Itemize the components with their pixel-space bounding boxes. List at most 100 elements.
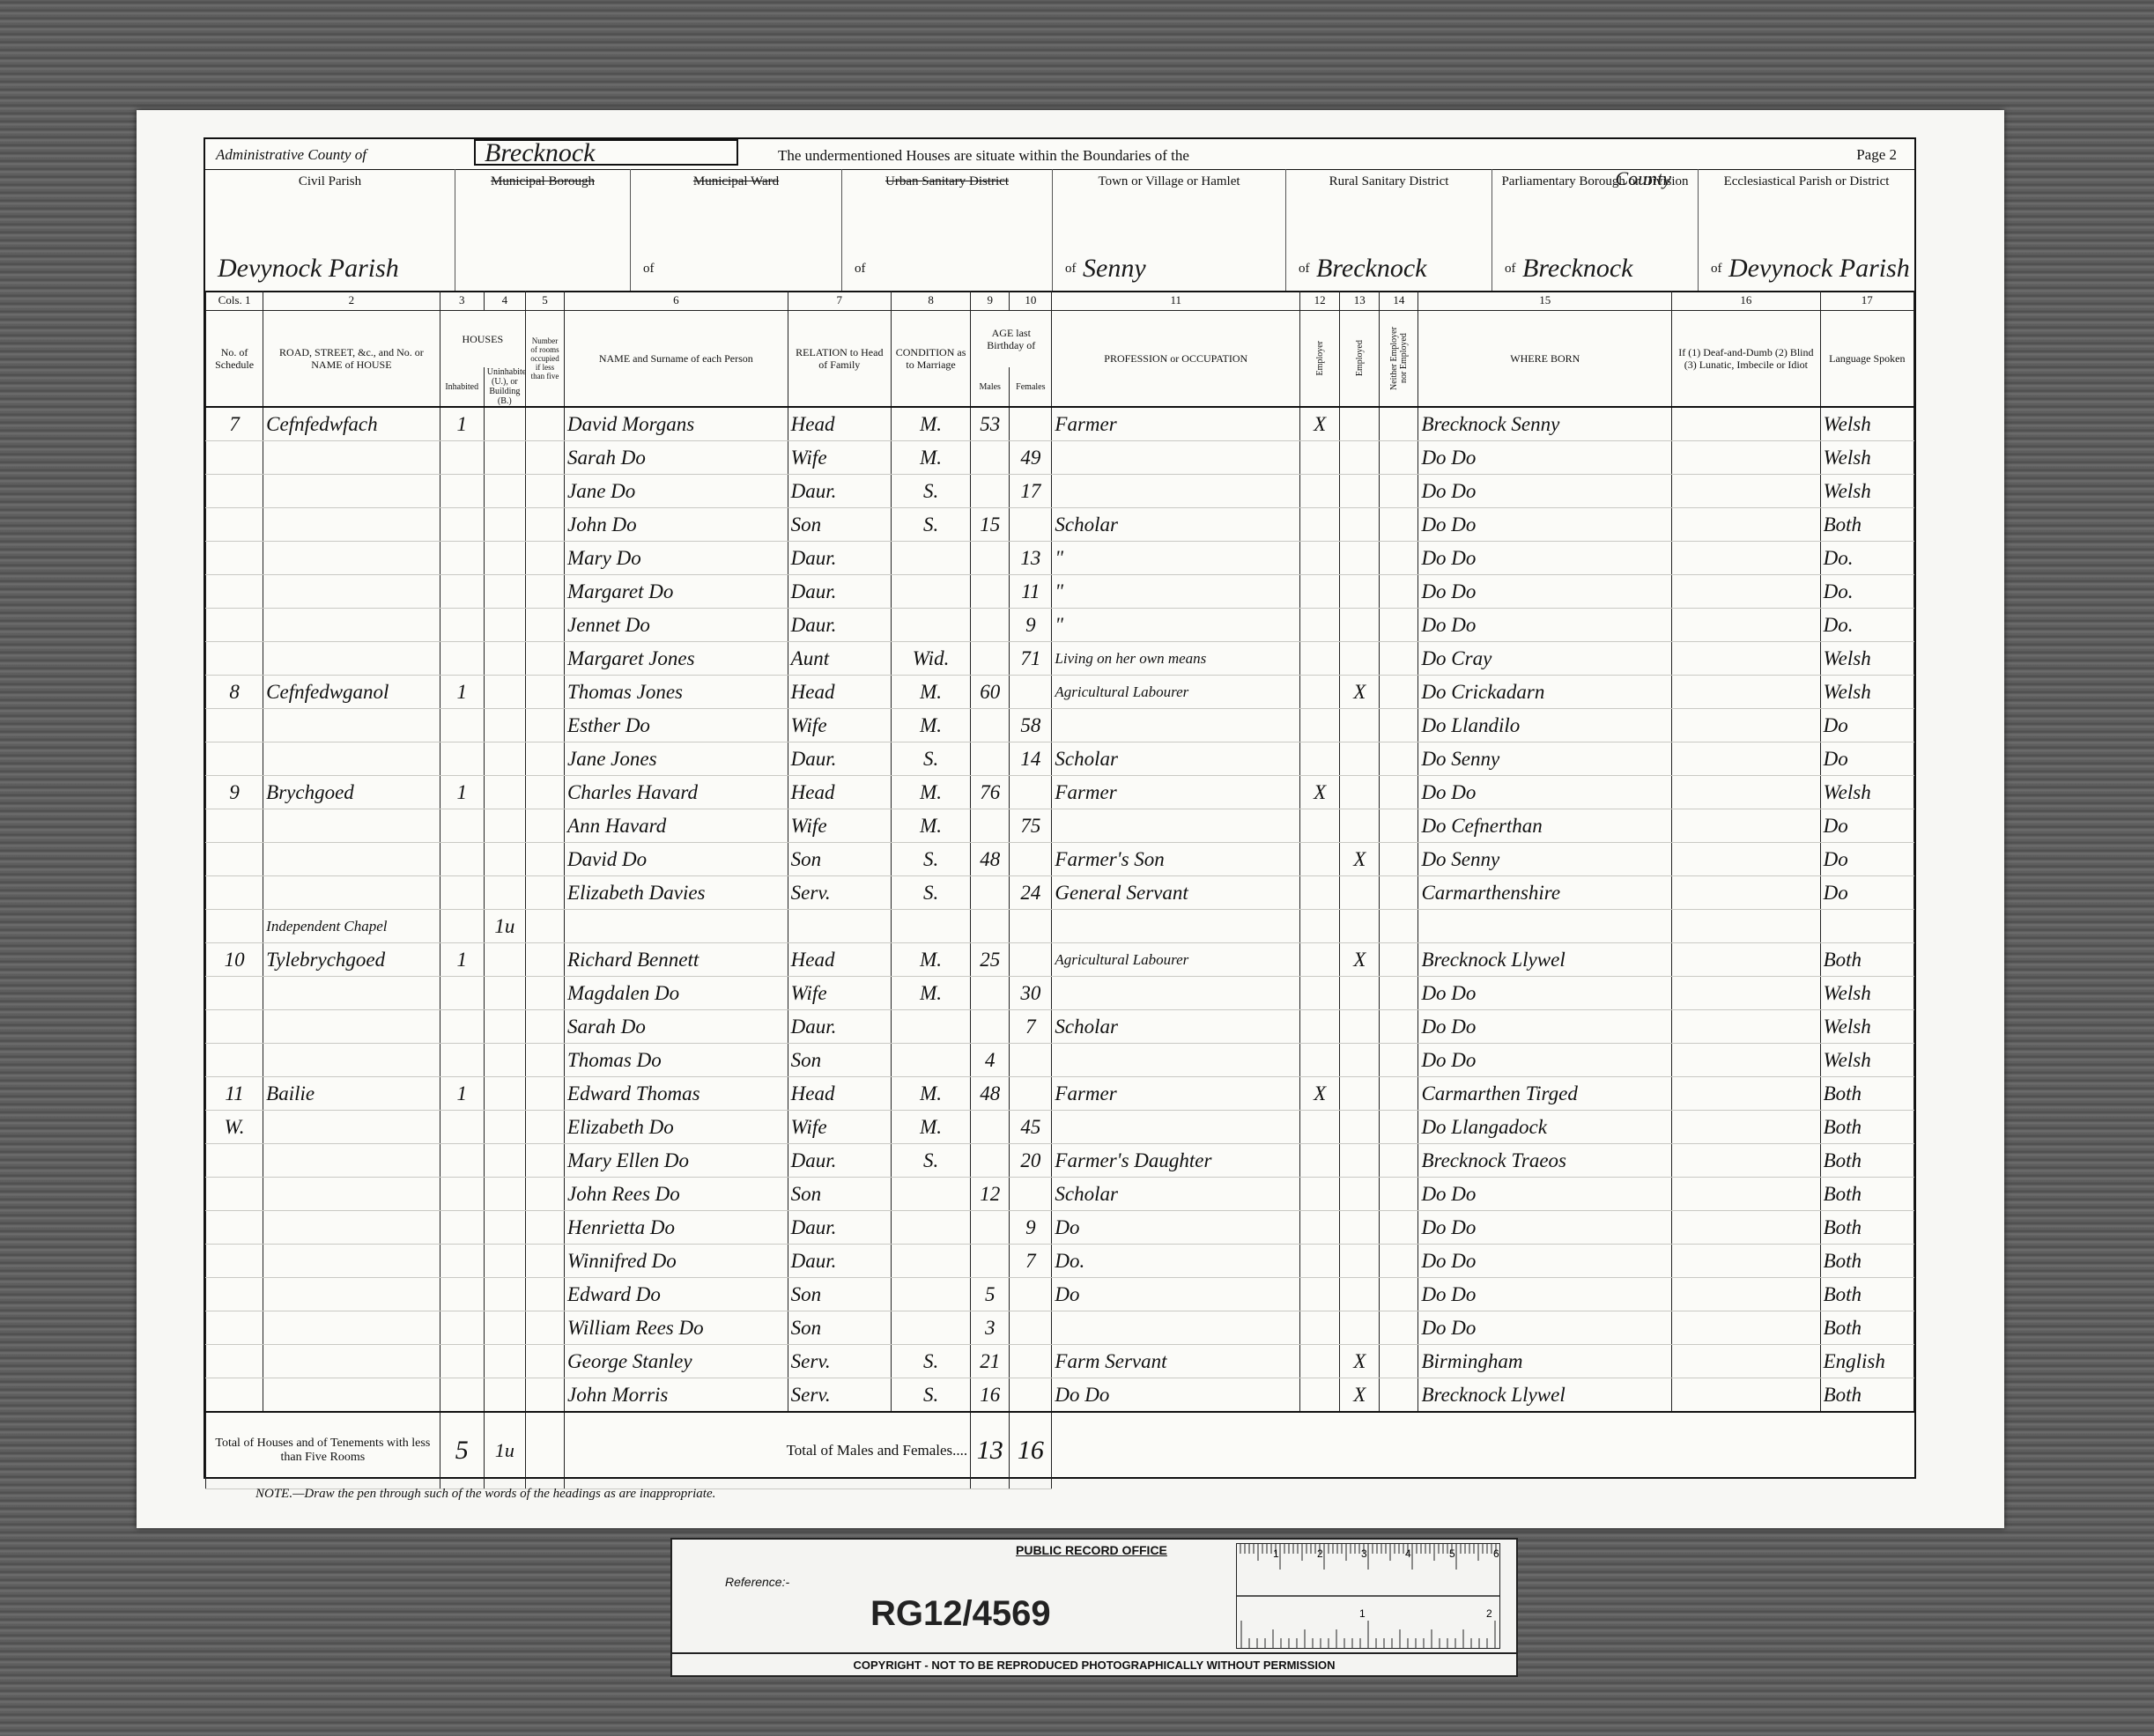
cell: [1671, 507, 1821, 542]
language: Welsh: [1819, 641, 1915, 676]
address: [263, 474, 440, 508]
area-prefix: of: [643, 262, 655, 276]
heading-text: CONDITION as to Marriage: [895, 346, 966, 371]
relation: Head: [787, 942, 892, 977]
employer: X: [1299, 1076, 1341, 1111]
census-row: 10 Tylebrychgoed 1 Richard Bennett Head M. 25 A…: [204, 942, 1915, 977]
address: [263, 1378, 440, 1413]
area-prefix: of: [1065, 262, 1077, 276]
note: NOTE.—Draw the pen through such of the w…: [255, 1487, 716, 1501]
cell: [524, 1344, 566, 1378]
relation: Wife: [787, 1110, 892, 1144]
employer: [1299, 1277, 1341, 1311]
employer: [1299, 976, 1341, 1010]
where-born: Carmarthenshire: [1417, 875, 1673, 910]
employed: [1339, 1244, 1380, 1278]
occupation: Living on her own means: [1051, 641, 1301, 676]
employed: [1339, 474, 1380, 508]
employer: [1299, 1143, 1341, 1178]
cell: [1671, 1277, 1821, 1311]
cell: [1379, 909, 1419, 943]
schedule: [204, 1244, 264, 1278]
cell: [524, 1076, 566, 1111]
schedule: [204, 842, 264, 876]
relation: Daur.: [787, 1210, 892, 1245]
name: Henrietta Do: [564, 1210, 788, 1245]
schedule: [204, 440, 264, 475]
cell: [1671, 708, 1821, 742]
census-row: Esther Do Wife M. 58 Do Llandilo Do: [204, 708, 1915, 742]
condition: S.: [890, 507, 972, 542]
employed: [1339, 1110, 1380, 1144]
inhabited: [439, 1244, 485, 1278]
area-value: Devynock Parish: [1728, 254, 1910, 283]
relation: Daur.: [787, 1244, 892, 1278]
males: 48: [970, 842, 1010, 876]
address: Independent Chapel: [263, 909, 440, 943]
census-row: Margaret Jones Aunt Wid. 71 Living on her ow…: [204, 641, 1915, 676]
cell: [524, 474, 566, 508]
males: 48: [970, 1076, 1010, 1111]
ruler-label: 5: [1449, 1548, 1455, 1560]
employer: [1299, 474, 1341, 508]
cell: [524, 809, 566, 843]
cell: [1671, 1378, 1821, 1413]
census-row: Mary Do Daur. 13 " Do Do Do.: [204, 541, 1915, 575]
occupation: ": [1051, 541, 1301, 575]
females: 49: [1009, 440, 1053, 475]
cell: [1671, 1344, 1821, 1378]
schedule: [204, 608, 264, 642]
employer: [1299, 574, 1341, 609]
column-heading: No. of Schedule: [204, 310, 264, 408]
relation: Daur.: [787, 474, 892, 508]
males: 5: [970, 1277, 1010, 1311]
where-born: Brecknock Senny: [1417, 407, 1673, 441]
area-value: Brecknock: [1522, 254, 1633, 283]
cell: [524, 875, 566, 910]
employer: [1299, 1009, 1341, 1044]
address: Cefnfedwganol: [263, 675, 440, 709]
uninhabited: [483, 541, 526, 575]
uninhabited: [483, 1076, 526, 1111]
where-born: Do Cray: [1417, 641, 1673, 676]
ruler: 1 2 3 4 5 6 1 2: [1236, 1543, 1500, 1649]
males: [970, 708, 1010, 742]
census-row: John Rees Do Son 12 Scholar Do Do Both: [204, 1177, 1915, 1211]
employer: [1299, 742, 1341, 776]
relation: Head: [787, 407, 892, 441]
males: [970, 641, 1010, 676]
relation: Daur.: [787, 1143, 892, 1178]
where-born: [1417, 909, 1673, 943]
uninhabited: [483, 641, 526, 676]
area-label: Ecclesiastical Parish or District: [1723, 174, 1890, 188]
employed: X: [1339, 1344, 1380, 1378]
cell: [1379, 742, 1419, 776]
condition: [890, 1043, 972, 1077]
column-heading: Employed: [1339, 310, 1380, 408]
uninhabited: [483, 1110, 526, 1144]
language: Both: [1819, 1076, 1915, 1111]
cell: [524, 1277, 566, 1311]
employer: [1299, 875, 1341, 910]
name: Esther Do: [564, 708, 788, 742]
uninhabited: [483, 1143, 526, 1178]
language: Welsh: [1819, 1009, 1915, 1044]
cell: [1379, 474, 1419, 508]
uninhabited: [483, 875, 526, 910]
employer: [1299, 809, 1341, 843]
census-row: Edward Do Son 5 Do Do Do Both: [204, 1277, 1915, 1311]
relation: Serv.: [787, 875, 892, 910]
occupation: Do.: [1051, 1244, 1301, 1278]
uninhabited: [483, 1378, 526, 1413]
address: Bailie: [263, 1076, 440, 1111]
inhabited: 1: [439, 407, 485, 441]
cell: [1379, 1009, 1419, 1044]
uninhabited: [483, 708, 526, 742]
employer: [1299, 1344, 1341, 1378]
address: [263, 1210, 440, 1245]
area-value: Devynock Parish: [218, 254, 399, 283]
language: Both: [1819, 1210, 1915, 1245]
cell: [524, 541, 566, 575]
cell: [524, 942, 566, 977]
